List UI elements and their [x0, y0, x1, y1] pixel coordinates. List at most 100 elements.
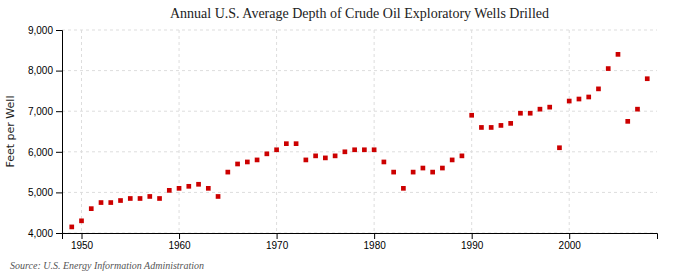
point	[616, 52, 621, 57]
point	[323, 156, 328, 161]
tick: 1970	[266, 233, 289, 251]
tick-label: 1980	[364, 240, 387, 251]
chart: 1950 1960 1970 1980 1990 2000 4,000 5,000 6,000 7…	[0, 0, 675, 275]
grid-line	[471, 30, 472, 233]
point	[118, 198, 123, 203]
point	[372, 147, 377, 152]
point	[294, 141, 299, 146]
tick-label: 5,000	[28, 187, 53, 198]
axis-line	[56, 31, 63, 234]
point	[128, 196, 133, 201]
tick: 2000	[559, 233, 582, 251]
point	[567, 99, 572, 104]
tick-mark	[82, 233, 83, 239]
tick-label: 1950	[71, 240, 94, 251]
point	[255, 158, 260, 163]
point	[304, 158, 309, 163]
tick-label: 7,000	[28, 106, 53, 117]
tick: 6,000	[28, 147, 62, 158]
title: Annual U.S. Average Depth of Crude Oil E…	[170, 6, 549, 21]
point	[411, 170, 416, 175]
point	[313, 154, 318, 159]
tick: 1960	[168, 233, 191, 251]
x-axis: 1950 1960 1970 1980 1990 2000	[63, 233, 658, 251]
tick: 8,000	[28, 65, 62, 76]
grid-line	[276, 30, 277, 233]
point	[391, 170, 396, 175]
point	[577, 97, 582, 102]
point	[235, 162, 240, 167]
point	[284, 141, 289, 146]
axis-line	[63, 234, 658, 240]
point	[157, 196, 162, 201]
tick-mark	[56, 111, 62, 112]
tick-label: 6,000	[28, 147, 53, 158]
annotation: Source: U.S. Energy Information Administ…	[10, 260, 204, 271]
tick-label: 2000	[559, 240, 582, 251]
tick-mark	[277, 233, 278, 239]
point	[528, 111, 533, 116]
point	[401, 186, 406, 191]
point	[196, 182, 201, 187]
point	[440, 166, 445, 171]
point	[421, 166, 426, 171]
point	[264, 151, 269, 156]
grid-line	[62, 70, 657, 71]
point	[508, 121, 513, 126]
grid-line	[62, 30, 657, 31]
point	[596, 87, 601, 92]
point	[352, 147, 357, 152]
point	[586, 95, 591, 100]
point	[362, 147, 367, 152]
grid-line	[374, 30, 375, 233]
grid-line	[81, 30, 82, 233]
tick: 1990	[461, 233, 484, 251]
tick-label: 1960	[168, 240, 191, 251]
point	[382, 160, 387, 165]
tick: 4,000	[28, 228, 62, 239]
point	[206, 186, 211, 191]
point	[138, 196, 143, 201]
tick-label: 1990	[461, 240, 484, 251]
point	[547, 105, 552, 110]
grid-line	[569, 30, 570, 233]
grid-line	[179, 30, 180, 233]
point	[186, 184, 191, 189]
point	[89, 206, 94, 211]
plot: 1950 1960 1970 1980 1990 2000 4,000 5,000 6,000 7…	[28, 25, 658, 251]
tick-mark	[472, 233, 473, 239]
point	[245, 160, 250, 165]
tick-label: 1970	[266, 240, 289, 251]
tick: 9,000	[28, 25, 62, 36]
tick: 5,000	[28, 187, 62, 198]
point	[460, 154, 465, 159]
y-axis: 4,000 5,000 6,000 7,000 8,000 9,000	[28, 25, 63, 239]
tick-mark	[569, 233, 570, 239]
tick-mark	[56, 71, 62, 72]
point	[479, 125, 484, 130]
point	[625, 119, 630, 124]
point	[343, 149, 348, 154]
point	[518, 111, 523, 116]
point	[499, 123, 504, 128]
y-axis-title: Feet per Well	[4, 96, 17, 168]
point	[430, 170, 435, 175]
tick-label: 9,000	[28, 25, 53, 36]
tick-mark	[56, 192, 62, 193]
grid-line	[62, 111, 657, 112]
point	[216, 194, 221, 199]
point	[606, 66, 611, 71]
points	[69, 52, 649, 229]
tick: 1980	[364, 233, 387, 251]
tick: 1950	[71, 233, 94, 251]
point	[225, 170, 230, 175]
point	[147, 194, 152, 199]
tick-mark	[56, 152, 62, 153]
tick-mark	[179, 233, 180, 239]
point	[469, 113, 474, 118]
point	[167, 188, 172, 193]
point	[635, 107, 640, 112]
tick: 7,000	[28, 106, 62, 117]
point	[274, 147, 279, 152]
point	[557, 145, 562, 150]
